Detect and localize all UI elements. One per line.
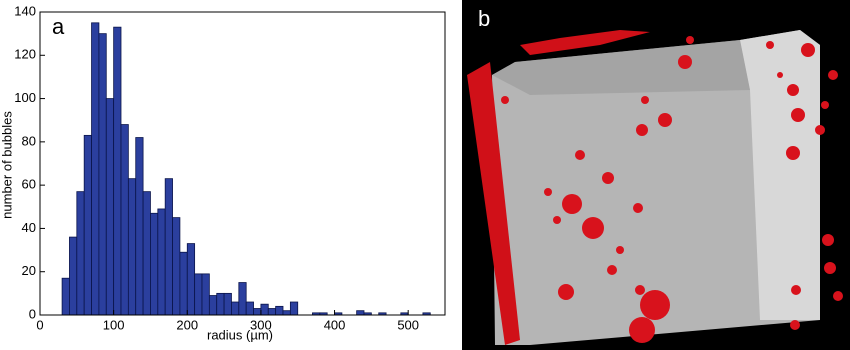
bar bbox=[356, 310, 365, 316]
bar bbox=[201, 273, 210, 316]
bar bbox=[98, 33, 107, 316]
y-axis-label: number of bubbles bbox=[0, 111, 14, 219]
bar bbox=[150, 212, 159, 316]
bar bbox=[76, 191, 85, 316]
render-panel: b bbox=[462, 0, 850, 350]
bar bbox=[91, 22, 100, 316]
bar bbox=[83, 134, 92, 316]
bar bbox=[135, 137, 144, 316]
x-tick-label: 300 bbox=[250, 317, 272, 332]
bar bbox=[164, 178, 173, 316]
x-tick-label: 400 bbox=[324, 317, 346, 332]
bar bbox=[142, 191, 151, 316]
x-tick-label: 100 bbox=[103, 317, 125, 332]
panel-label: a bbox=[52, 14, 65, 39]
y-tick-label: 0 bbox=[29, 306, 36, 321]
x-axis-label: radius (µm) bbox=[207, 327, 273, 342]
x-tick-label: 0 bbox=[36, 317, 43, 332]
x-tick-label: 500 bbox=[397, 317, 419, 332]
y-tick-label: 80 bbox=[22, 133, 36, 148]
bar bbox=[61, 277, 70, 316]
bar bbox=[267, 308, 277, 316]
bar bbox=[127, 178, 137, 316]
plot-frame bbox=[39, 11, 446, 316]
bar bbox=[275, 305, 284, 316]
bar bbox=[260, 303, 269, 316]
bar bbox=[186, 243, 196, 316]
bar bbox=[120, 124, 129, 316]
bar bbox=[231, 301, 240, 316]
y-tick-label: 40 bbox=[22, 220, 36, 235]
bar bbox=[157, 208, 166, 316]
y-tick-label: 140 bbox=[14, 3, 36, 18]
bar bbox=[289, 301, 299, 316]
y-tick-label: 20 bbox=[22, 263, 36, 278]
bar bbox=[216, 292, 225, 316]
x-tick-label: 200 bbox=[176, 317, 198, 332]
bar bbox=[179, 251, 188, 316]
bar bbox=[223, 292, 232, 316]
y-tick-label: 60 bbox=[22, 177, 36, 192]
bar bbox=[245, 301, 254, 316]
bar bbox=[208, 295, 218, 316]
bar bbox=[105, 98, 115, 316]
y-tick-label: 120 bbox=[14, 47, 36, 62]
bar bbox=[253, 308, 262, 316]
bar bbox=[238, 282, 247, 316]
y-tick-label: 100 bbox=[14, 90, 36, 105]
panel-label: b bbox=[478, 6, 490, 31]
bar bbox=[194, 273, 203, 316]
bar bbox=[172, 217, 181, 316]
bar bbox=[113, 26, 122, 316]
bar bbox=[282, 310, 291, 316]
bar bbox=[69, 236, 78, 316]
